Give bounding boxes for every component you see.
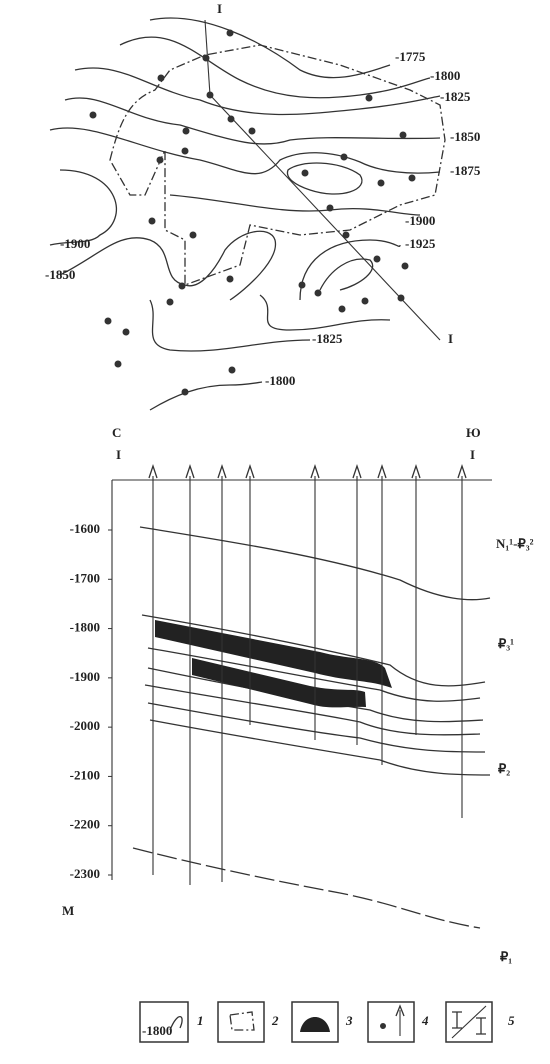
depth-label: -2300 bbox=[70, 866, 100, 881]
profile-label: I bbox=[448, 331, 453, 346]
contour-label: -1900 bbox=[60, 236, 90, 251]
legend-number: 2 bbox=[271, 1013, 279, 1028]
section-wells bbox=[148, 463, 467, 885]
contour-label: -1850 bbox=[45, 267, 75, 282]
depth-label: -1800 bbox=[70, 620, 100, 635]
horizon bbox=[139, 526, 491, 601]
cross-section: С I Ю I М N₁¹-₽₃² ₽₃¹ ₽₂ ₽₁ -1600 -1700 -1… bbox=[62, 425, 534, 964]
horizon bbox=[147, 667, 484, 723]
contour-label: -1800 bbox=[265, 373, 295, 388]
contour bbox=[149, 17, 391, 79]
contour bbox=[49, 169, 117, 246]
depth-label: -2200 bbox=[70, 817, 100, 832]
legend-number: 5 bbox=[508, 1013, 515, 1028]
depth-label: -2100 bbox=[70, 767, 100, 782]
profile-label: I bbox=[470, 447, 475, 462]
profile-label: I bbox=[217, 1, 222, 16]
formation-label: N₁¹-₽₃² bbox=[496, 536, 534, 551]
legend-number: 4 bbox=[421, 1013, 429, 1028]
horizon bbox=[141, 614, 486, 687]
contour-label: -1800 bbox=[430, 68, 460, 83]
profile-label: I bbox=[116, 447, 121, 462]
depth-label: -2000 bbox=[70, 718, 100, 733]
depth-label: -1600 bbox=[70, 521, 100, 536]
oil-bed bbox=[155, 620, 392, 688]
contour bbox=[149, 381, 263, 411]
contour bbox=[259, 294, 391, 331]
contour-label: -1875 bbox=[450, 163, 481, 178]
contour bbox=[149, 299, 311, 352]
legend: -1800 1 2 3 4 5 bbox=[139, 1001, 515, 1043]
formation-label: ₽₂ bbox=[498, 761, 510, 776]
contour-label: -1775 bbox=[395, 49, 426, 64]
horizon bbox=[149, 719, 491, 776]
wells bbox=[89, 29, 416, 396]
contour bbox=[64, 97, 441, 145]
horizon bbox=[144, 684, 481, 736]
horizon bbox=[132, 847, 481, 929]
contour bbox=[169, 194, 421, 216]
contour-map: I I -1775 -1800 -1825 -1850 -1875 -1900 … bbox=[45, 1, 481, 411]
formation-label: ₽₃¹ bbox=[498, 636, 514, 651]
contour bbox=[299, 239, 401, 301]
contour bbox=[59, 230, 277, 301]
horizon bbox=[147, 647, 481, 702]
contour-label: -1850 bbox=[450, 129, 480, 144]
legend-number: 1 bbox=[197, 1013, 204, 1028]
horizon bbox=[147, 702, 486, 753]
contour bbox=[119, 36, 431, 99]
direction: Ю bbox=[466, 425, 481, 440]
contour bbox=[319, 258, 374, 291]
contour bbox=[286, 162, 363, 195]
contour-label: -1825 bbox=[440, 89, 471, 104]
direction: С bbox=[112, 425, 121, 440]
contour-label: -1925 bbox=[405, 236, 436, 251]
contour bbox=[74, 67, 441, 116]
legend-sample: -1800 bbox=[142, 1023, 172, 1038]
oil-bed bbox=[192, 658, 366, 708]
contour bbox=[49, 127, 441, 175]
contour-label: -1825 bbox=[312, 331, 343, 346]
depth-unit: М bbox=[62, 903, 74, 918]
legend-number: 3 bbox=[345, 1013, 353, 1028]
depth-label: -1900 bbox=[70, 669, 100, 684]
formation-label: ₽₁ bbox=[500, 949, 512, 964]
depth-label: -1700 bbox=[70, 570, 100, 585]
contour-label: -1900 bbox=[405, 213, 435, 228]
